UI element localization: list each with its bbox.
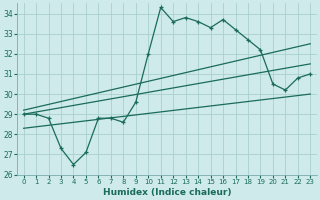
X-axis label: Humidex (Indice chaleur): Humidex (Indice chaleur) <box>103 188 231 197</box>
